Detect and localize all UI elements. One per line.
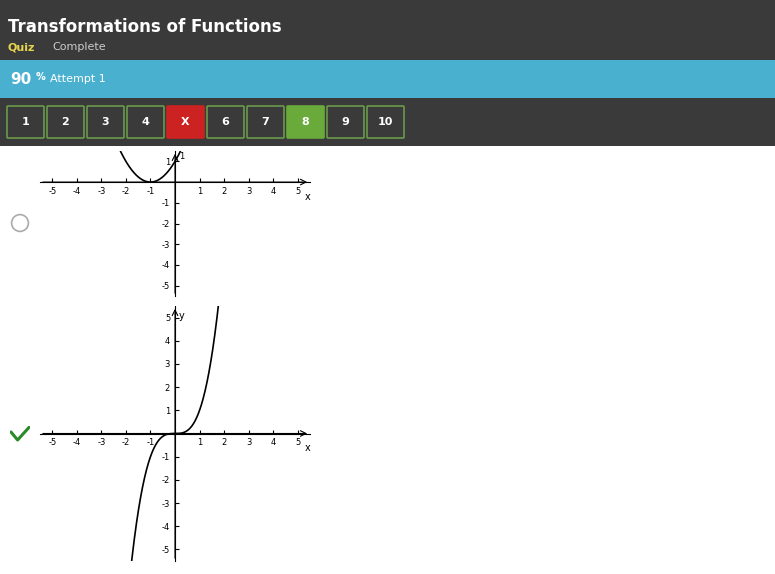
FancyBboxPatch shape bbox=[7, 106, 44, 138]
FancyBboxPatch shape bbox=[287, 106, 324, 138]
Text: Quiz: Quiz bbox=[8, 42, 36, 52]
Text: 6: 6 bbox=[222, 117, 229, 127]
Text: 90: 90 bbox=[10, 72, 31, 87]
Text: 3: 3 bbox=[102, 117, 109, 127]
FancyBboxPatch shape bbox=[367, 106, 404, 138]
Text: x: x bbox=[305, 443, 311, 453]
FancyBboxPatch shape bbox=[87, 106, 124, 138]
Text: Complete: Complete bbox=[52, 42, 105, 52]
Text: X: X bbox=[181, 117, 190, 127]
Text: %: % bbox=[36, 72, 46, 82]
Text: 2: 2 bbox=[62, 117, 70, 127]
Text: 7: 7 bbox=[262, 117, 270, 127]
Text: 1: 1 bbox=[22, 117, 29, 127]
FancyBboxPatch shape bbox=[207, 106, 244, 138]
Text: 10: 10 bbox=[378, 117, 393, 127]
Text: Attempt 1: Attempt 1 bbox=[50, 74, 105, 84]
Text: x: x bbox=[305, 192, 311, 203]
Text: 4: 4 bbox=[142, 117, 150, 127]
FancyBboxPatch shape bbox=[127, 106, 164, 138]
FancyBboxPatch shape bbox=[327, 106, 364, 138]
FancyBboxPatch shape bbox=[247, 106, 284, 138]
Text: y: y bbox=[179, 311, 184, 321]
Text: Transformations of Functions: Transformations of Functions bbox=[8, 18, 281, 36]
Text: 9: 9 bbox=[342, 117, 350, 127]
FancyBboxPatch shape bbox=[47, 106, 84, 138]
FancyBboxPatch shape bbox=[167, 106, 204, 138]
Text: 8: 8 bbox=[301, 117, 309, 127]
Text: 1: 1 bbox=[179, 152, 184, 161]
